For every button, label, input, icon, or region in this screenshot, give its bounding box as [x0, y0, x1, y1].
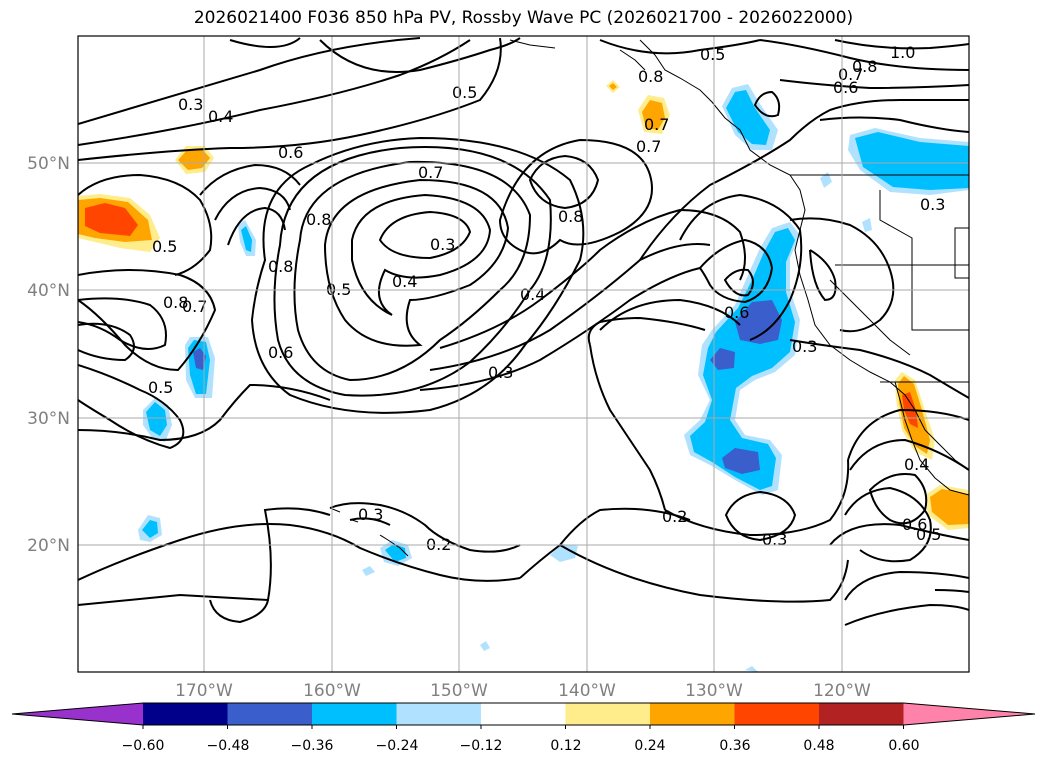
lat-label-30n: 30°N: [27, 409, 70, 429]
contour-label: 0.8: [638, 67, 663, 86]
contour-label: 0.6: [268, 343, 293, 362]
contour-label: 0.4: [904, 455, 929, 474]
colorbar-tick-label: 0.48: [803, 738, 834, 754]
contour-label: 0.5: [700, 45, 725, 64]
contour-label: 0.2: [662, 507, 687, 526]
colorbar-segment: [734, 703, 819, 725]
contour-label: 0.7: [182, 297, 207, 316]
contour-label: 0.3: [920, 195, 945, 214]
colorbar-tick-label: 0.24: [634, 738, 665, 754]
contour-label: 0.5: [148, 378, 173, 397]
lat-label-50n: 50°N: [27, 154, 70, 174]
map-background: [78, 36, 969, 672]
colorbar-tick-label: −0.24: [376, 738, 419, 754]
colorbar-tick-label: −0.48: [207, 738, 250, 754]
contour-label: 0.5: [452, 83, 477, 102]
contour-label: 0.3: [792, 337, 817, 356]
contour-label: 0.3: [358, 505, 383, 524]
contour-label: 0.7: [636, 137, 661, 156]
lon-label-130w: 130°W: [685, 681, 743, 701]
lon-label-170w: 170°W: [175, 681, 233, 701]
pv-contours: [78, 37, 969, 626]
contour-label: 0.3: [488, 363, 513, 382]
colorbar-segment: [819, 703, 904, 725]
contour-label: 0.8: [268, 257, 293, 276]
lon-label-140w: 140°W: [558, 681, 616, 701]
colorbar-segment: [227, 703, 312, 725]
colorbar-tick-label: −0.36: [291, 738, 334, 754]
contour-labels: 0.3 0.4 0.6 0.5 0.7 0.8 0.3 0.4 0.5 0.8 …: [148, 43, 945, 554]
latitude-labels: 50°N 40°N 30°N 20°N: [27, 154, 70, 556]
colorbar-tick-label: −0.60: [122, 738, 165, 754]
colorbar-ticks: −0.60 −0.48 −0.36 −0.24 −0.12 0.12 0.24 …: [122, 738, 920, 754]
contour-label: 0.4: [392, 272, 417, 291]
lat-label-40n: 40°N: [27, 281, 70, 301]
contour-label: 0.6: [724, 303, 749, 322]
graticule: [78, 36, 969, 672]
colorbar-segment: [396, 703, 481, 725]
contour-label: 0.7: [418, 163, 443, 182]
contour-label: 0.6: [278, 143, 303, 162]
contour-label: 0.7: [644, 115, 669, 134]
contour-label: 0.5: [916, 525, 941, 544]
contour-label: 0.8: [852, 57, 877, 76]
colorbar-segment: [650, 703, 735, 725]
contour-label: 0.3: [178, 95, 203, 114]
contour-label: 0.8: [306, 210, 331, 229]
colorbar-extension-high: [903, 703, 1035, 725]
lon-label-150w: 150°W: [430, 681, 488, 701]
longitude-labels: 170°W 160°W 150°W 140°W 130°W 120°W: [175, 681, 871, 701]
contour-label: 0.3: [762, 530, 787, 549]
colorbar: [11, 702, 1036, 729]
contour-label: 0.6: [902, 515, 927, 534]
colorbar-tick-label: 0.60: [888, 738, 919, 754]
lon-label-160w: 160°W: [303, 681, 361, 701]
contour-label: 0.4: [520, 285, 545, 304]
contour-label: 0.8: [558, 207, 583, 226]
contour-label: 0.4: [208, 107, 233, 126]
chart-title: 2026021400 F036 850 hPa PV, Rossby Wave …: [193, 8, 854, 28]
contour-label: 0.6: [833, 78, 858, 97]
colorbar-extension-low: [12, 703, 143, 725]
colorbar-segment: [565, 703, 650, 725]
contour-label: 0.7: [838, 65, 863, 84]
contour-label: 0.8: [163, 293, 188, 312]
lon-label-120w: 120°W: [813, 681, 871, 701]
colorbar-tick-label: 0.12: [550, 738, 581, 754]
lat-label-20n: 20°N: [27, 536, 70, 556]
colorbar-tick-label: −0.12: [460, 738, 503, 754]
colorbar-segment: [481, 703, 566, 725]
colorbar-segment: [143, 703, 228, 725]
colorbar-tick-label: 0.36: [719, 738, 750, 754]
coastlines: [329, 39, 969, 557]
contour-label: 0.5: [152, 237, 177, 256]
contour-label: 0.3: [430, 235, 455, 254]
map-frame: [77, 35, 970, 673]
colorbar-segment: [312, 703, 397, 725]
contour-label: 1.0: [890, 43, 915, 62]
